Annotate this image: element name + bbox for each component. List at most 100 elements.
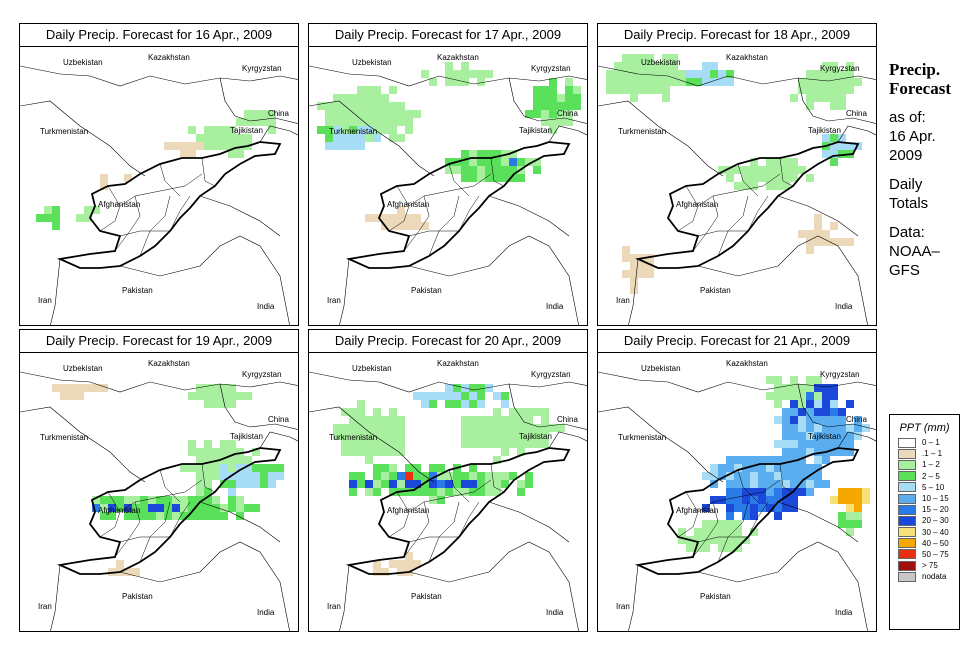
precip-cell [236, 504, 244, 512]
province-line [159, 163, 181, 197]
legend-label: 40 – 50 [922, 538, 949, 548]
precip-cell [565, 102, 573, 110]
precip-cell [766, 456, 774, 464]
precip-cell [108, 496, 116, 504]
precip-cell [846, 142, 854, 150]
precip-cell [349, 432, 357, 440]
precip-cell [838, 102, 846, 110]
precip-cell [445, 384, 453, 392]
province-line [114, 501, 141, 558]
precip-cell [204, 464, 212, 472]
precip-cell [389, 472, 397, 480]
precip-cell [373, 102, 381, 110]
precip-cell [204, 440, 212, 448]
precip-cell [212, 496, 220, 504]
precip-cell [838, 520, 846, 528]
precip-cell [541, 110, 549, 118]
precip-cell [646, 254, 654, 262]
country-label-turkmenistan: Turkmenistan [618, 127, 666, 136]
province-line [685, 479, 781, 513]
country-border [20, 100, 146, 177]
precip-cell [365, 440, 373, 448]
precip-cell [790, 504, 798, 512]
precip-cell [806, 230, 814, 238]
precip-cell [846, 488, 854, 496]
precip-cell [453, 70, 461, 78]
precip-cell [782, 456, 790, 464]
country-border [309, 100, 435, 177]
precip-cell [381, 110, 389, 118]
precip-cell [541, 408, 549, 416]
precip-cell [846, 520, 854, 528]
province-line [139, 195, 171, 257]
precip-cell [606, 86, 614, 94]
precip-cell [244, 134, 252, 142]
precip-cell [838, 424, 846, 432]
precip-cell [485, 488, 493, 496]
precip-cell [814, 214, 822, 222]
precip-cell [501, 158, 509, 166]
country-label-tajikistan: Tajikistan [230, 432, 263, 441]
precip-cell [204, 472, 212, 480]
precip-cell [830, 238, 838, 246]
panel-title: Daily Precip. Forecast for 16 Apr., 2009 [20, 24, 298, 47]
precip-map: Kazakhstan Uzbekistan Kyrgyzstan China Turkm… [598, 53, 876, 325]
precip-cell [814, 440, 822, 448]
precip-cell [814, 230, 822, 238]
province-line [119, 230, 170, 237]
precip-cell [614, 62, 622, 70]
precip-cell [806, 376, 814, 384]
precip-cell [750, 504, 758, 512]
precip-cell [517, 424, 525, 432]
precip-cell [686, 78, 694, 86]
precip-cell [381, 448, 389, 456]
province-line [697, 536, 748, 543]
precip-cell [830, 62, 838, 70]
precip-cell [92, 504, 100, 512]
precip-cell [750, 480, 758, 488]
legend-item: 0 – 1 [898, 437, 959, 448]
forecast-map-panel: Daily Precip. Forecast for 20 Apr., 2009… [308, 329, 588, 632]
precip-cell [830, 150, 838, 158]
country-border [50, 258, 61, 325]
precip-cell [862, 424, 870, 432]
precip-cell [228, 480, 236, 488]
province-line [408, 536, 459, 543]
afghanistan-border [634, 141, 860, 269]
precip-cell [662, 70, 670, 78]
precip-cell [461, 488, 469, 496]
precip-cell [742, 504, 750, 512]
precip-cell [541, 424, 549, 432]
precip-cell [774, 384, 782, 392]
precip-cell [846, 448, 854, 456]
precip-cell [517, 480, 525, 488]
legend-label: 0 – 1 [922, 438, 940, 448]
province-line [717, 195, 749, 257]
precip-cell [525, 472, 533, 480]
precip-cell [469, 392, 477, 400]
precip-cell [204, 496, 212, 504]
precip-cell [212, 464, 220, 472]
precip-cell [662, 94, 670, 102]
precip-cell [734, 182, 742, 190]
province-line [388, 205, 410, 232]
precip-cell [517, 416, 525, 424]
totals-label: Daily [889, 176, 923, 193]
province-line [107, 479, 203, 513]
precip-cell [228, 456, 236, 464]
precip-cell [774, 496, 782, 504]
precip-cell [268, 480, 276, 488]
precip-cell [822, 94, 830, 102]
precip-cell [846, 238, 854, 246]
country-border [309, 371, 587, 393]
precip-cell [822, 480, 830, 488]
precip-cell [381, 472, 389, 480]
legend-item: 2 – 5 [898, 471, 959, 482]
precip-cell [100, 174, 108, 182]
country-label-india: India [546, 302, 564, 311]
precip-cell [188, 150, 196, 158]
precip-cell [252, 110, 260, 118]
precip-cell [493, 174, 501, 182]
forecast-map-panel: Daily Precip. Forecast for 21 Apr., 2009… [597, 329, 877, 632]
